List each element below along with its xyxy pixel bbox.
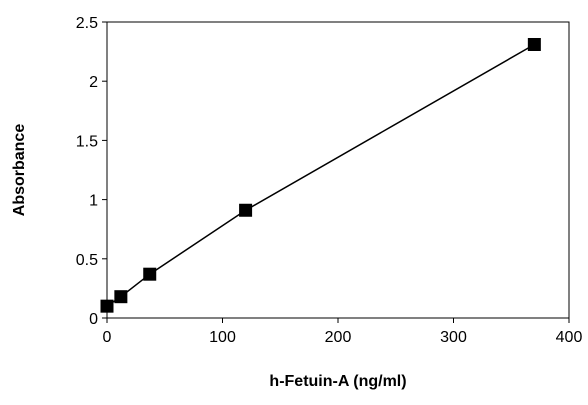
x-axis-ticks: 0 100 200 300 400 xyxy=(103,318,583,346)
y-tick-label: 0.5 xyxy=(76,252,98,269)
series-layer xyxy=(100,37,541,313)
y-tick-label: 2.5 xyxy=(76,15,98,32)
plot-area xyxy=(106,21,570,319)
y-tick-label: 2 xyxy=(89,74,98,91)
y-tick-label: 1 xyxy=(89,193,98,210)
y-tick-label: 0 xyxy=(89,311,98,328)
data-point xyxy=(114,290,128,304)
data-point xyxy=(527,37,541,51)
x-axis-title: h-Fetuin-A (ng/ml) xyxy=(269,373,406,390)
x-tick-label: 400 xyxy=(556,329,583,346)
y-axis-title: Absorbance xyxy=(11,124,28,217)
y-tick-label: 1.5 xyxy=(76,133,98,150)
x-tick-label: 0 xyxy=(103,329,112,346)
y-axis-ticks: 0 0.5 1 1.5 2 2.5 xyxy=(76,15,107,328)
data-point xyxy=(143,267,157,281)
x-tick-label: 100 xyxy=(209,329,236,346)
data-point xyxy=(100,299,114,313)
x-tick-label: 200 xyxy=(325,329,352,346)
data-point xyxy=(239,203,253,217)
x-tick-label: 300 xyxy=(440,329,467,346)
